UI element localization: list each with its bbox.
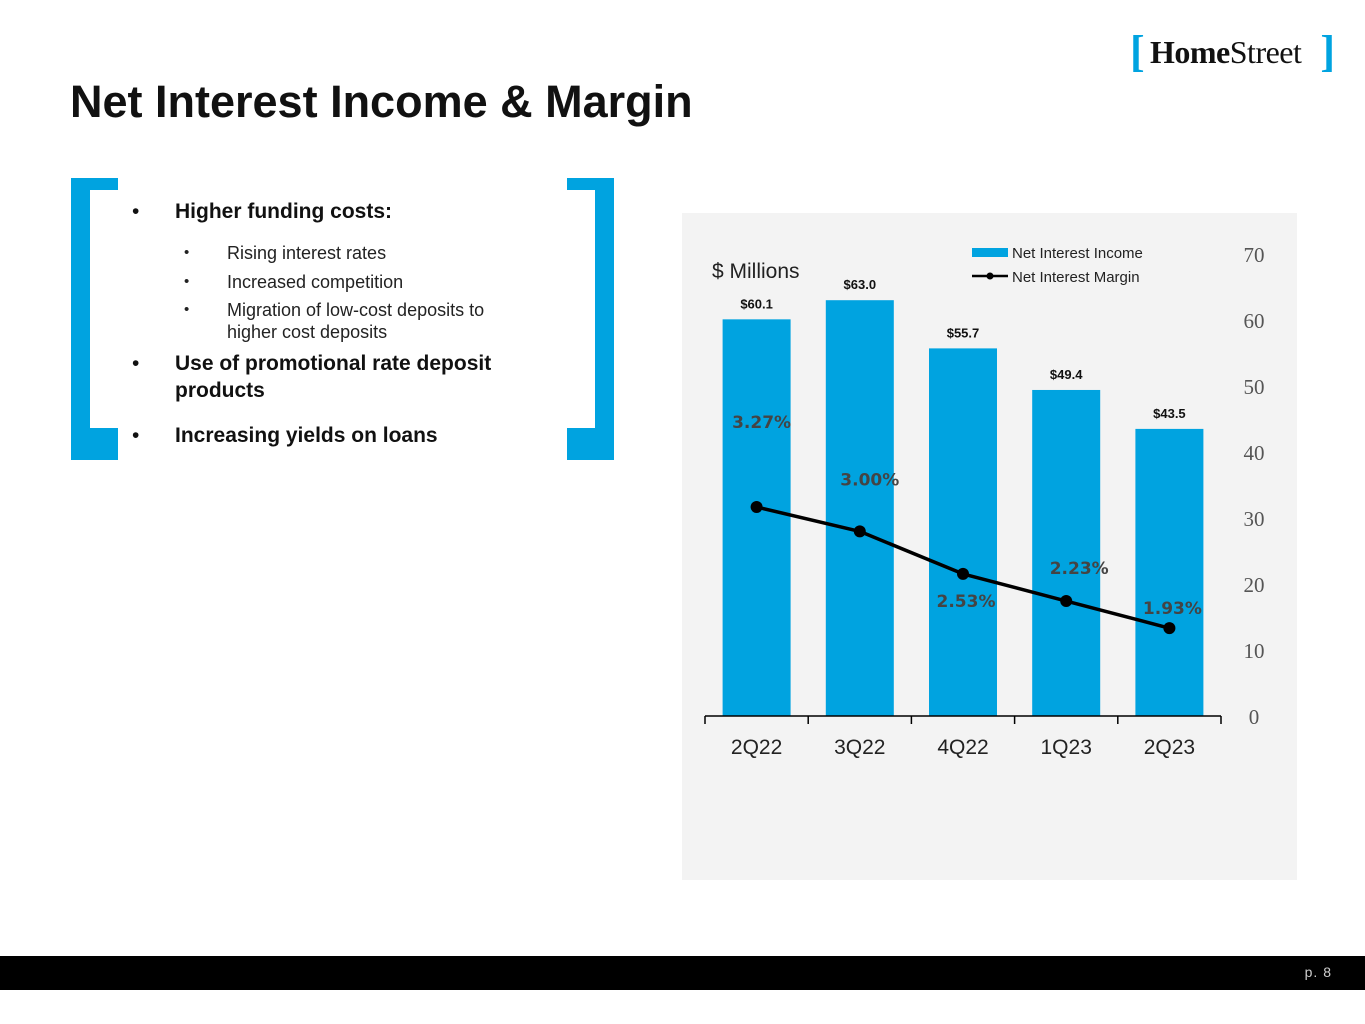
logo-bracket-open: [ — [1130, 27, 1145, 76]
margin-value-label: 1.93% — [1143, 599, 1202, 619]
logo-name: HomeStreet — [1150, 34, 1302, 70]
footer-bar: p. 8 — [0, 956, 1365, 990]
margin-point-2Q22 — [750, 501, 763, 513]
x-tick-label: 3Q22 — [834, 736, 885, 759]
margin-value-label: 3.00% — [840, 470, 899, 490]
y-tick-label: 40 — [1244, 441, 1265, 465]
legend-marker-net-interest-margin — [986, 272, 994, 280]
bar-2Q22 — [722, 319, 791, 716]
bar-value-label: $43.5 — [1153, 406, 1186, 421]
page-title: Net Interest Income & Margin — [70, 76, 693, 127]
right-bracket-decoration — [567, 178, 614, 460]
logo-bracket-close: ] — [1320, 27, 1335, 76]
page-number: p. 8 — [1304, 964, 1332, 980]
y-tick-label: 10 — [1244, 639, 1265, 663]
margin-point-1Q23 — [1060, 595, 1073, 608]
bar-value-label: $55.7 — [947, 325, 980, 340]
bar-value-label: $60.1 — [740, 296, 773, 311]
legend-label-net-interest-margin: Net Interest Margin — [1012, 269, 1140, 286]
legend-label-net-interest-income: Net Interest Income — [1012, 245, 1143, 262]
logo-name-bold: Home — [1150, 34, 1230, 70]
bar-value-label: $63.0 — [844, 277, 877, 292]
margin-value-label: 2.53% — [937, 592, 996, 612]
margin-point-2Q23 — [1163, 622, 1176, 635]
legend-swatch-net-interest-income — [972, 248, 1008, 257]
logo-name-rest: Street — [1229, 34, 1302, 70]
bar-value-label: $49.4 — [1050, 367, 1083, 382]
bar-2Q23 — [1135, 428, 1204, 716]
y-tick-label: 0 — [1249, 705, 1260, 729]
x-tick-label: 1Q23 — [1041, 736, 1092, 759]
y-tick-label: 20 — [1244, 573, 1265, 597]
unit-label: $ Millions — [712, 260, 800, 283]
left-bracket-decoration — [71, 178, 118, 460]
x-tick-label: 2Q23 — [1144, 736, 1195, 759]
margin-point-4Q22 — [957, 567, 969, 580]
x-tick-label: 2Q22 — [731, 736, 782, 759]
bar-4Q22 — [929, 348, 997, 716]
chart-panel: $ Millions $60.1 $63.0 $55.7 $49.4 $43.5 2Q22 3… — [682, 213, 1297, 880]
margin-point-3Q22 — [853, 525, 866, 538]
x-tick-label: 4Q22 — [937, 736, 988, 759]
y-tick-label: 60 — [1244, 309, 1265, 333]
y-tick-label: 30 — [1244, 507, 1265, 531]
bar-1Q23 — [1032, 389, 1101, 716]
net-interest-chart: $ Millions $60.1 $63.0 $55.7 $49.4 $43.5 2Q22 3… — [704, 243, 1265, 759]
homestreet-logo: [ HomeStreet ] — [1130, 30, 1335, 76]
margin-value-label: 3.27% — [732, 413, 791, 433]
y-tick-label: 50 — [1244, 375, 1265, 399]
margin-value-label: 2.23% — [1050, 559, 1109, 579]
bar-3Q22 — [825, 300, 894, 716]
y-tick-label: 70 — [1244, 243, 1265, 267]
